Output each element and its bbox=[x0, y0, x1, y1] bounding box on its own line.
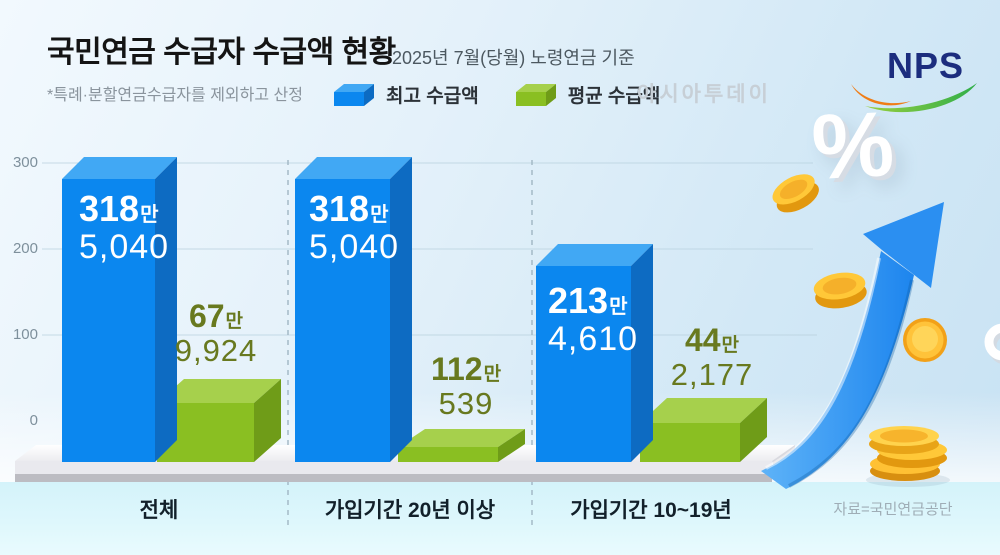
category-label-0: 전체 bbox=[139, 499, 179, 522]
nps-swoosh-green bbox=[865, 83, 977, 113]
y-axis-tick-200: 200 bbox=[12, 240, 38, 257]
source-credit: 자료=국민연금공단 bbox=[833, 501, 953, 518]
percent-symbol-icon: % bbox=[809, 92, 897, 200]
bar-max-1 bbox=[295, 157, 412, 462]
percent-ring-icon bbox=[984, 323, 1000, 364]
bar-avg-0 bbox=[157, 379, 281, 462]
legend-cube-icon bbox=[334, 83, 374, 106]
legend: 최고 수급액 평균 수급액 bbox=[333, 81, 660, 108]
legend-item-max: 최고 수급액 bbox=[333, 81, 479, 108]
page-subtitle: 2025년 7월(당월) 노령연금 기준 bbox=[392, 48, 635, 68]
coin-icon-mid bbox=[813, 272, 867, 309]
group-divider-lines bbox=[287, 160, 533, 530]
coin-stack-icon bbox=[866, 426, 950, 487]
y-axis-tick-100: 100 bbox=[12, 326, 38, 343]
category-band bbox=[0, 482, 1000, 555]
watermark-text: 아시아투데이 bbox=[637, 83, 771, 106]
bar-value-label-max-1: 318만 5,040 bbox=[309, 188, 400, 266]
legend-cube-icon bbox=[515, 83, 556, 106]
bar-value-label-max-2: 213만 4,610 bbox=[548, 280, 639, 358]
bar-avg-2 bbox=[640, 398, 767, 462]
bar-value-label-avg-0: 67만 9,924 bbox=[174, 298, 258, 368]
category-label-2: 가입기간 10~19년 bbox=[570, 499, 732, 522]
page-title: 국민연금 수급자 수급액 현황 bbox=[47, 36, 396, 69]
legend-item-avg: 평균 수급액 bbox=[515, 81, 661, 108]
nps-logo: NPS bbox=[851, 45, 977, 113]
y-axis-tick-0: 0 bbox=[29, 412, 38, 429]
nps-swoosh-orange bbox=[851, 84, 911, 106]
bar-value-label-max-0: 318만 5,040 bbox=[79, 188, 170, 266]
y-axis-tick-300: 300 bbox=[12, 154, 38, 171]
bar-max-2 bbox=[536, 244, 653, 462]
coin-icon-on-arrow bbox=[903, 318, 947, 362]
bar-avg-1 bbox=[398, 429, 525, 462]
nps-logo-text: NPS bbox=[887, 45, 964, 86]
bar-value-label-avg-1: 112만 539 bbox=[430, 351, 502, 421]
category-label-1: 가입기간 20년 이상 bbox=[324, 499, 496, 522]
bar-value-label-avg-2: 44만 2,177 bbox=[670, 322, 754, 392]
bar-max-0 bbox=[62, 157, 177, 462]
legend-label: 평균 수급액 bbox=[567, 86, 661, 107]
bars bbox=[62, 157, 767, 462]
footnote: *특례·분할연금수급자를 제외하고 산정 bbox=[47, 87, 303, 104]
coin-icon-tilted bbox=[772, 174, 819, 213]
legend-label: 최고 수급액 bbox=[386, 86, 479, 107]
growth-arrow-icon bbox=[761, 202, 944, 489]
